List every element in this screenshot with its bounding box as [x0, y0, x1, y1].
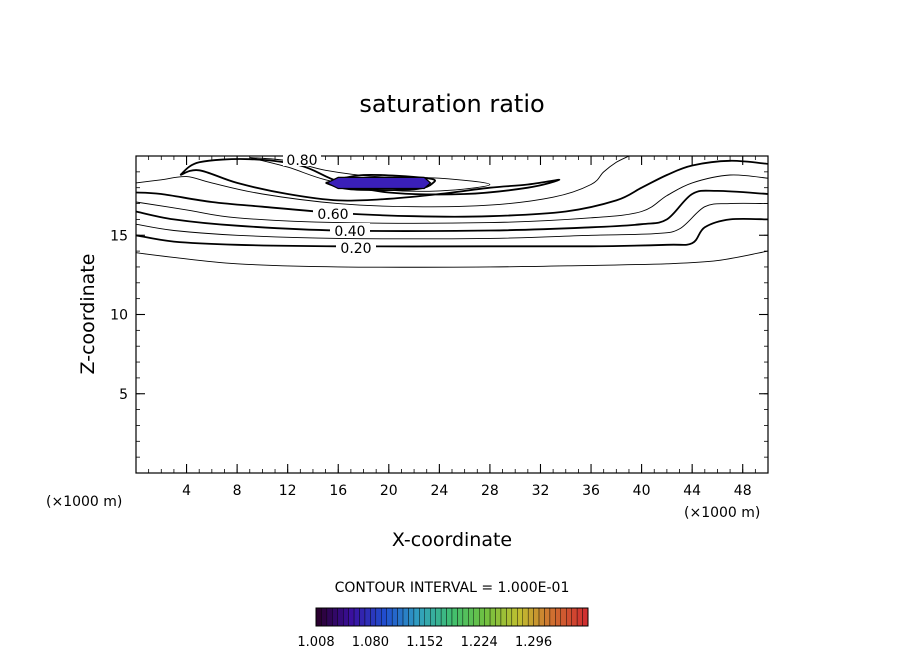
colorbar-cell — [430, 607, 436, 627]
x-axis-label: X-coordinate — [392, 529, 512, 551]
colorbar-cell — [549, 607, 556, 627]
x-tick-label-48: 48 — [734, 483, 752, 499]
colorbar-cell — [343, 607, 349, 627]
contour-lines — [135, 155, 769, 268]
colorbar-cell — [337, 607, 344, 627]
colorbar-cell — [370, 607, 377, 627]
contour-label-080: 0.80 — [286, 153, 317, 169]
colorbar — [315, 607, 589, 627]
colorbar-cell — [315, 607, 322, 627]
x-tick-label-40: 40 — [633, 483, 651, 499]
colorbar-cell — [560, 607, 567, 627]
colorbar-cell — [348, 607, 355, 627]
colorbar-cell — [381, 607, 387, 627]
colorbar-cell — [408, 607, 415, 627]
colorbar-cell — [517, 607, 523, 627]
y-axis-label: Z-coordinate — [77, 254, 99, 375]
filled-region — [325, 176, 432, 190]
colorbar-cell — [397, 607, 404, 627]
y-axis-ticks: 5 10 15 — [110, 228, 768, 403]
colorbar-cell — [440, 607, 447, 627]
contour-line-3 — [135, 202, 769, 240]
colorbar-cell — [555, 607, 561, 627]
colorbar-cell — [544, 607, 551, 627]
colorbar-cell — [364, 607, 371, 627]
colorbar-frame — [315, 607, 589, 627]
x-tick-label-8: 8 — [233, 483, 242, 499]
chart-title: saturation ratio — [359, 90, 544, 118]
colorbar-cell — [495, 607, 502, 627]
colorbar-cell — [402, 607, 409, 627]
x-axis-ticks: 4 8 12 16 20 24 28 32 36 40 44 48 — [182, 156, 752, 499]
x-tick-label-24: 24 — [430, 483, 448, 499]
x-tick-label-32: 32 — [532, 483, 550, 499]
contour-interval-text: CONTOUR INTERVAL = 1.000E-01 — [335, 580, 570, 596]
y-tick-label-15: 15 — [110, 228, 128, 244]
colorbar-tick-1.224: 1.224 — [461, 635, 498, 650]
x-tick-label-20: 20 — [380, 483, 398, 499]
colorbar-cell — [462, 607, 469, 627]
colorbar-cell — [479, 607, 485, 627]
colorbar-cell — [391, 607, 398, 627]
x-unit-left: (×1000 m) — [46, 494, 122, 510]
contour-line-6 — [135, 159, 769, 218]
colorbar-cell — [468, 607, 474, 627]
contour-label-040: 0.40 — [334, 224, 365, 240]
colorbar-cell — [522, 607, 529, 627]
colorbar-cell — [489, 607, 496, 627]
contour-line-7 — [135, 155, 630, 208]
colorbar-cell — [511, 607, 518, 627]
colorbar-cell — [413, 607, 420, 627]
y-tick-label-5: 5 — [119, 387, 128, 403]
colorbar-cell — [435, 607, 442, 627]
colorbar-cell — [500, 607, 507, 627]
colorbar-cell — [424, 607, 431, 627]
colorbar-cell — [326, 607, 333, 627]
colorbar-cell — [446, 607, 453, 627]
colorbar-cell — [533, 607, 540, 627]
colorbar-tick-labels: 1.008 1.080 1.152 1.224 1.296 — [297, 635, 552, 650]
colorbar-tick-1.152: 1.152 — [406, 635, 443, 650]
colorbar-cell — [419, 607, 425, 627]
contour-line-5 — [135, 174, 769, 224]
x-tick-label-16: 16 — [329, 483, 347, 499]
colorbar-cell — [451, 607, 458, 627]
colorbar-cell — [473, 607, 480, 627]
colorbar-tick-1.080: 1.080 — [352, 635, 389, 650]
contour-label-060: 0.60 — [317, 207, 348, 223]
colorbar-cell — [321, 607, 328, 627]
contour-line-4 — [135, 189, 769, 232]
colorbar-cell — [566, 607, 572, 627]
x-tick-label-12: 12 — [279, 483, 297, 499]
colorbar-cell — [359, 607, 366, 627]
contour-labels: 0.80 0.60 0.40 0.20 — [283, 152, 376, 257]
colorbar-tick-1.296: 1.296 — [515, 635, 552, 650]
contour-line-1 — [135, 250, 769, 268]
colorbar-cell — [353, 607, 360, 627]
colorbar-cell — [332, 607, 338, 627]
contour-label-020: 0.20 — [340, 241, 371, 257]
x-unit-right: (×1000 m) — [684, 505, 760, 521]
x-tick-label-28: 28 — [481, 483, 499, 499]
colorbar-cell — [538, 607, 545, 627]
colorbar-tick-1.008: 1.008 — [297, 635, 334, 650]
y-tick-label-10: 10 — [110, 308, 128, 324]
contour-line-9 — [249, 157, 491, 192]
x-tick-label-44: 44 — [683, 483, 701, 499]
colorbar-cell — [375, 607, 382, 627]
x-tick-label-4: 4 — [182, 483, 191, 499]
contour-line-2 — [135, 217, 769, 248]
colorbar-cell — [576, 607, 583, 627]
colorbar-cell — [457, 607, 464, 627]
colorbar-cell — [582, 607, 589, 627]
filled-contour-region — [325, 176, 432, 190]
colorbar-cell — [484, 607, 491, 627]
colorbar-cell — [386, 607, 393, 627]
x-tick-label-36: 36 — [582, 483, 600, 499]
colorbar-cell — [571, 607, 578, 627]
contour-line-10 — [325, 173, 436, 191]
colorbar-cell — [506, 607, 513, 627]
colorbar-cell — [527, 607, 534, 627]
